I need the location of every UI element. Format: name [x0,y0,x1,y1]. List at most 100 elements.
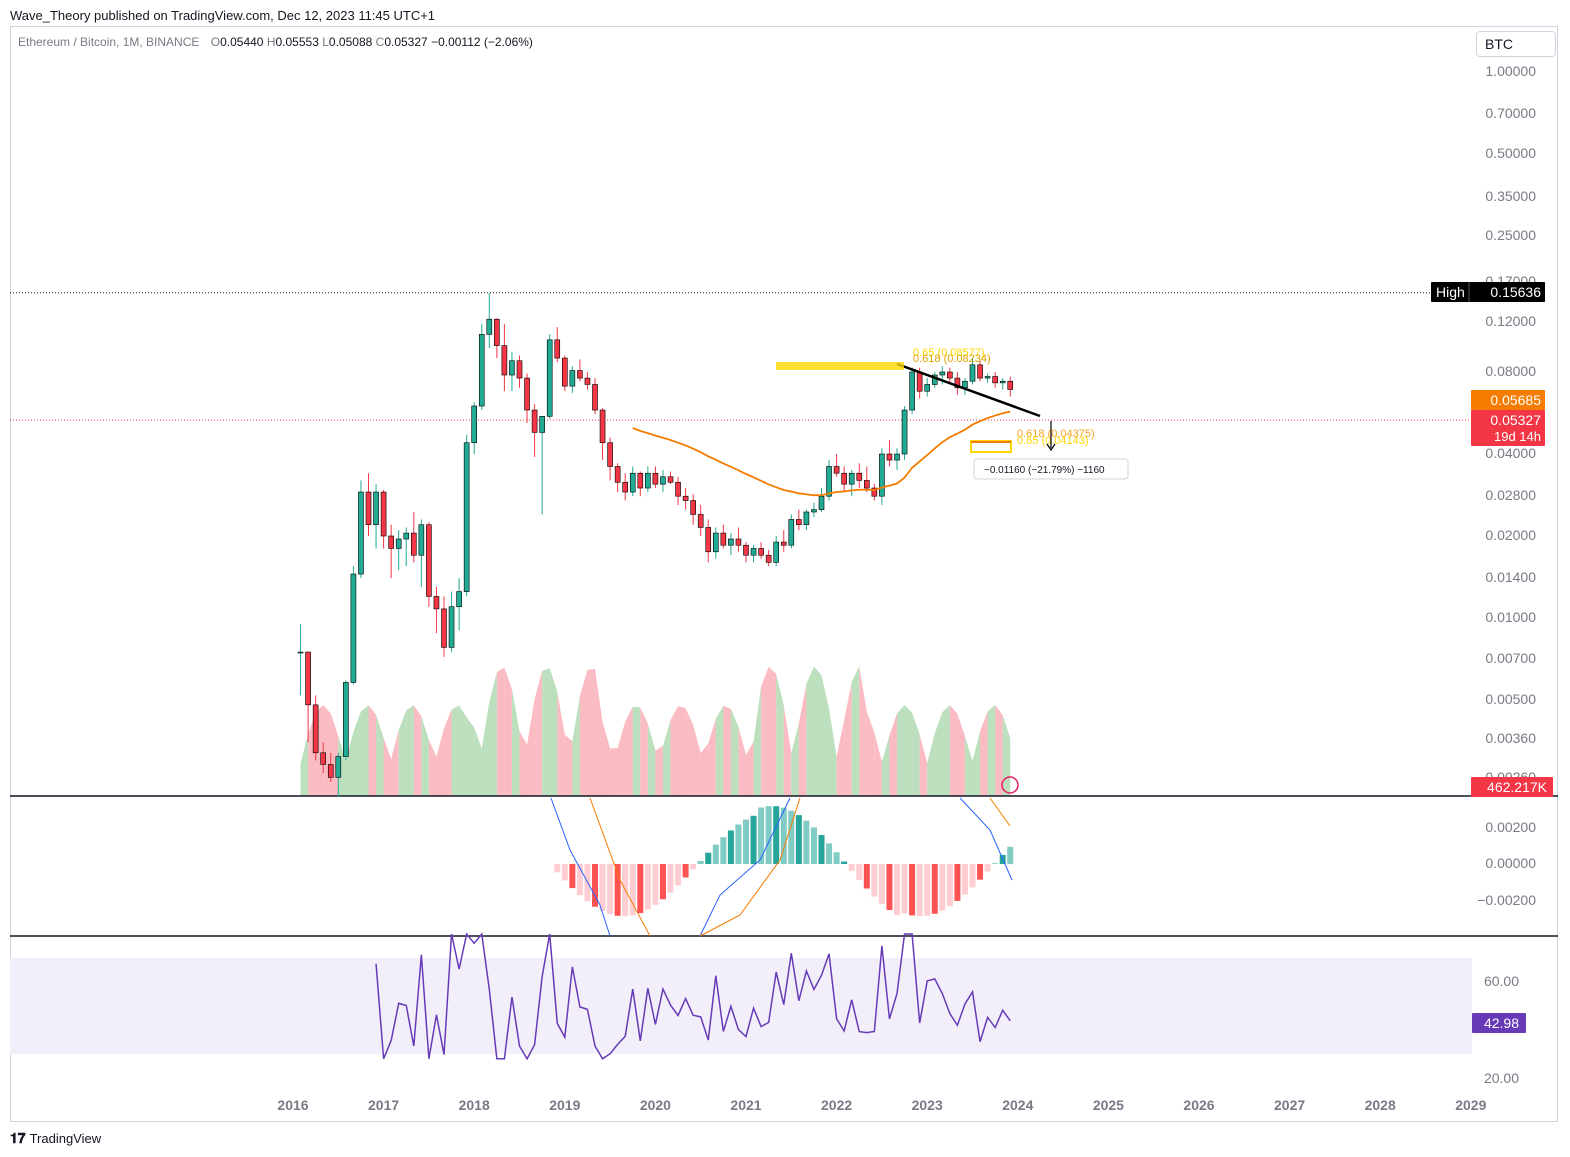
candle-body [675,481,681,497]
candle-body [410,532,417,556]
candle [765,549,772,567]
candle-body [977,364,983,379]
volume-segment [519,731,528,796]
macd-bar [961,864,968,895]
candle [735,527,742,552]
fib-upper-label-a: 0.65 (0.08577) [913,347,985,359]
macd-bar [803,820,810,864]
candle [569,366,576,393]
volume-segment [632,706,641,796]
candle-body [335,756,342,778]
candle-body [305,651,311,706]
time-tick-label: 2026 [1183,1097,1214,1113]
fib-upper-zone [776,362,904,370]
candle-body [629,472,636,493]
macd-bar [1007,846,1014,864]
candle-body [395,538,402,549]
candle-body [622,481,629,493]
volume-segment [934,712,943,796]
candle [682,488,689,510]
brand-name: TradingView [29,1131,102,1146]
macd-bar [576,864,583,896]
candle-body [478,334,485,407]
macd-bar [690,864,697,870]
volume-segment [738,726,746,796]
price-tick-label: 0.00700 [1485,650,1536,666]
macd-bar [946,864,953,907]
candle [614,463,621,493]
macd-bar [969,864,976,888]
macd-bar [916,864,923,917]
candle-body [667,476,674,483]
macd-bar [682,864,689,878]
candle-body [584,377,591,385]
candle-body [863,480,870,489]
volume-segment [670,706,679,796]
candle-body [999,380,1006,384]
volume-segment [904,705,913,796]
candle-body [803,511,810,526]
candle [788,514,795,549]
candle-body [720,532,727,546]
currency-selector[interactable]: BTC [1476,31,1556,57]
last-price-badge [1471,410,1545,446]
macd-bar [659,864,666,900]
volume-segment [881,735,890,796]
volume-segment [504,667,512,796]
chart-frame [10,26,1558,1122]
candle [358,480,364,579]
volume-segment [889,713,897,796]
candle-body [486,318,493,335]
candle-body [463,442,470,592]
candle-body [818,495,825,510]
candle [886,440,893,467]
candle-body [501,345,508,376]
candle-body [403,532,410,540]
volume-segment [534,670,543,796]
volume-segment [595,669,603,796]
rsi-tick-label: 20.00 [1484,1070,1519,1086]
candle-body [592,384,598,411]
open-value: 0.05440 [220,35,264,49]
macd-bar [924,864,931,916]
candle-body [886,453,893,461]
ema-badge [1471,390,1545,410]
candle [426,522,432,607]
volume-segment [444,709,452,796]
candle [305,651,311,743]
volume-segment [995,705,1003,796]
volume-segment [398,710,407,796]
volume-segment [338,735,346,796]
volume-segment [798,684,807,796]
candle-body [380,491,387,537]
macd-bar [765,806,772,864]
symbol-label[interactable]: Ethereum / Bitcoin, 1M, BINANCE [18,35,200,49]
macd-bar [818,835,825,864]
tv-logo-icon[interactable]: 𝟏𝟕 [10,1130,26,1146]
candle-body [426,524,432,597]
price-tick-label: 0.35000 [1485,188,1536,204]
volume-segment [753,686,762,796]
candle [486,292,493,348]
high-value-badge [1470,282,1545,302]
macd-bar [954,864,961,901]
volume-segment [806,666,814,796]
volume-segment [459,705,467,796]
candle [780,530,787,552]
candle-body [531,409,538,433]
candle [380,490,387,549]
candle-body [524,377,530,411]
volume-segment [791,723,799,796]
macd-bar [592,864,598,907]
candle-body [607,442,613,467]
macd-bar [984,864,991,872]
candle [863,466,870,493]
candle-body [441,608,447,648]
time-tick-label: 2021 [730,1097,761,1113]
macd-bar [894,864,900,916]
candle [561,355,568,392]
alert-icon [1001,776,1019,794]
candle [901,406,908,461]
volume-segment [821,675,830,796]
